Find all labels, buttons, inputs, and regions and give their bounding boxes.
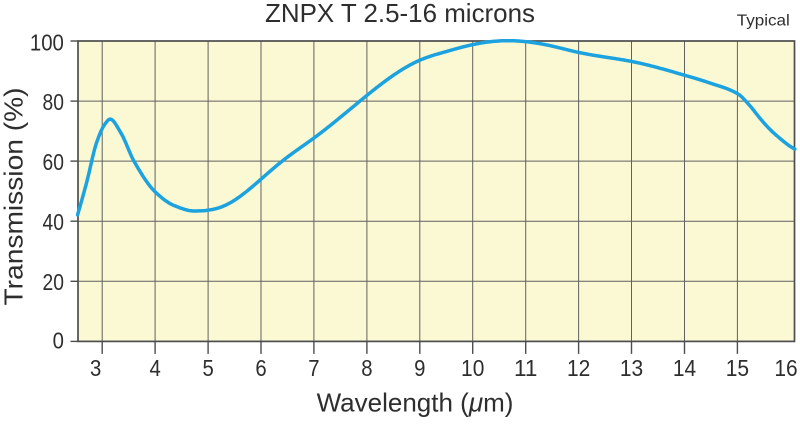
svg-text:5: 5 xyxy=(202,355,213,381)
svg-text:4: 4 xyxy=(149,355,160,381)
svg-text:12: 12 xyxy=(567,355,590,381)
svg-text:8: 8 xyxy=(361,355,372,381)
svg-text:ZNPX T 2.5-16 microns: ZNPX T 2.5-16 microns xyxy=(265,0,535,28)
svg-text:Typical: Typical xyxy=(737,13,790,30)
svg-text:6: 6 xyxy=(255,355,266,381)
svg-text:80: 80 xyxy=(43,89,64,115)
svg-text:3: 3 xyxy=(90,355,101,381)
svg-text:20: 20 xyxy=(43,269,64,295)
svg-text:60: 60 xyxy=(43,149,64,175)
svg-text:13: 13 xyxy=(620,355,643,381)
svg-text:16: 16 xyxy=(774,355,797,381)
svg-text:7: 7 xyxy=(308,355,319,381)
svg-text:14: 14 xyxy=(673,355,696,381)
svg-text:40: 40 xyxy=(43,209,64,235)
svg-text:100: 100 xyxy=(30,29,64,55)
svg-text:10: 10 xyxy=(461,355,484,381)
svg-text:Transmission (%): Transmission (%) xyxy=(0,88,28,306)
svg-text:11: 11 xyxy=(514,355,537,381)
svg-text:Wavelength (μm): Wavelength (μm) xyxy=(317,388,514,418)
svg-text:9: 9 xyxy=(414,355,425,381)
svg-text:0: 0 xyxy=(53,327,64,353)
svg-text:15: 15 xyxy=(726,355,749,381)
